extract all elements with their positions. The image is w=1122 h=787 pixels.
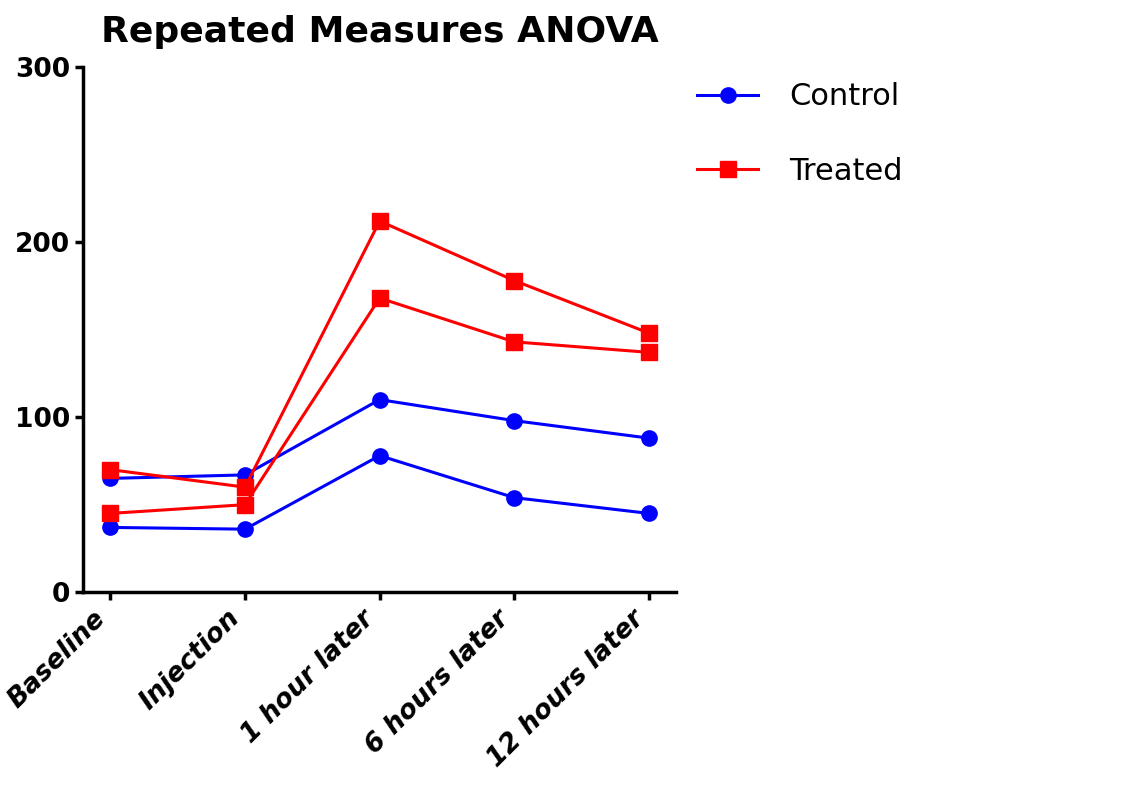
Title: Repeated Measures ANOVA: Repeated Measures ANOVA <box>101 15 659 49</box>
Legend: Control, Treated: Control, Treated <box>697 83 902 186</box>
